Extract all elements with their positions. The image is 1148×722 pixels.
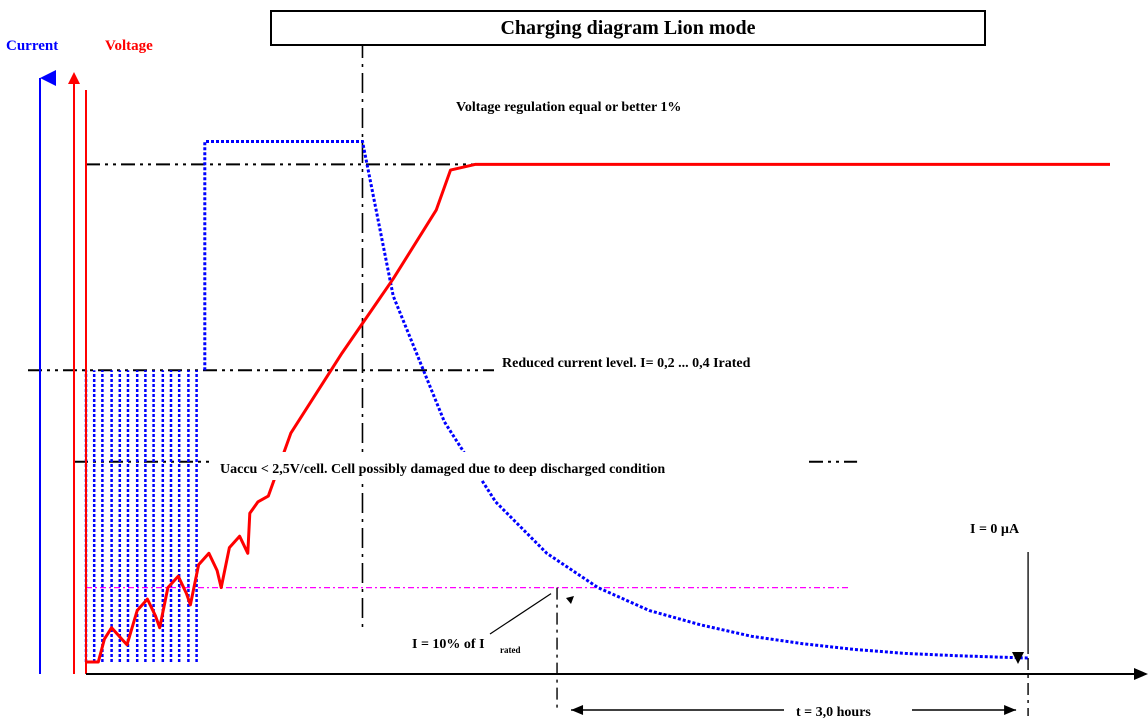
deep-discharge-label-box	[212, 452, 808, 480]
ten-percent-label-box	[404, 628, 542, 654]
duration-label-box	[784, 698, 912, 720]
ten-percent-pointer	[489, 593, 552, 635]
ten-percent-label: I = 10% of I	[412, 637, 485, 652]
current-curve	[203, 140, 1029, 660]
ten-percent-pointer-head	[566, 596, 574, 604]
zero-current-label: I = 0 µA	[970, 522, 1020, 537]
time-axis-arrowhead	[1134, 668, 1148, 680]
duration-arrow-right-head	[1004, 705, 1017, 715]
ten-percent-label-subscript: rated	[500, 645, 521, 655]
current-axis-label: Current	[6, 38, 58, 54]
voltage-axis-arrowhead	[68, 72, 80, 84]
voltage-curve	[86, 162, 1110, 664]
reduced-current-label-box	[494, 346, 842, 374]
chart-title: Charging diagram Lion mode	[270, 10, 986, 46]
deep-discharge-label: Uaccu < 2,5V/cell. Cell possibly damaged…	[220, 462, 665, 477]
zero-current-label-box	[962, 512, 1076, 540]
duration-arrow-left-head	[571, 705, 584, 715]
zero-current-pointer-head	[1012, 652, 1024, 664]
voltage-regulation-label: Voltage regulation equal or better 1%	[456, 100, 681, 115]
reduced-current-label: Reduced current level. I= 0,2 ... 0,4 Ir…	[502, 356, 751, 371]
duration-label: t = 3,0 hours	[796, 705, 871, 720]
voltage-axis-label: Voltage	[105, 38, 153, 54]
voltage-label-box	[92, 32, 188, 56]
voltage-regulation-label-box	[448, 90, 794, 118]
